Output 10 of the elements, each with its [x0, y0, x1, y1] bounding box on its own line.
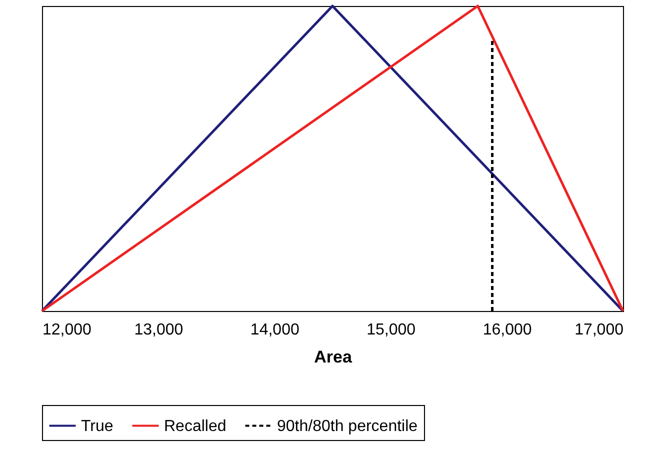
x-tick-label: 12,000 — [42, 322, 92, 338]
legend-label: 90th/80th percentile — [277, 418, 418, 435]
x-tick-label: 13,000 — [134, 322, 184, 338]
x-tick-label: 15,000 — [366, 322, 416, 338]
x-tick-label: 17,000 — [574, 322, 624, 338]
x-tick-label: 16,000 — [482, 322, 532, 338]
legend-label: True — [81, 418, 114, 435]
legend-label: Recalled — [164, 418, 226, 435]
x-axis-title: Area — [314, 348, 352, 366]
x-tick-label: 14,000 — [250, 322, 300, 338]
